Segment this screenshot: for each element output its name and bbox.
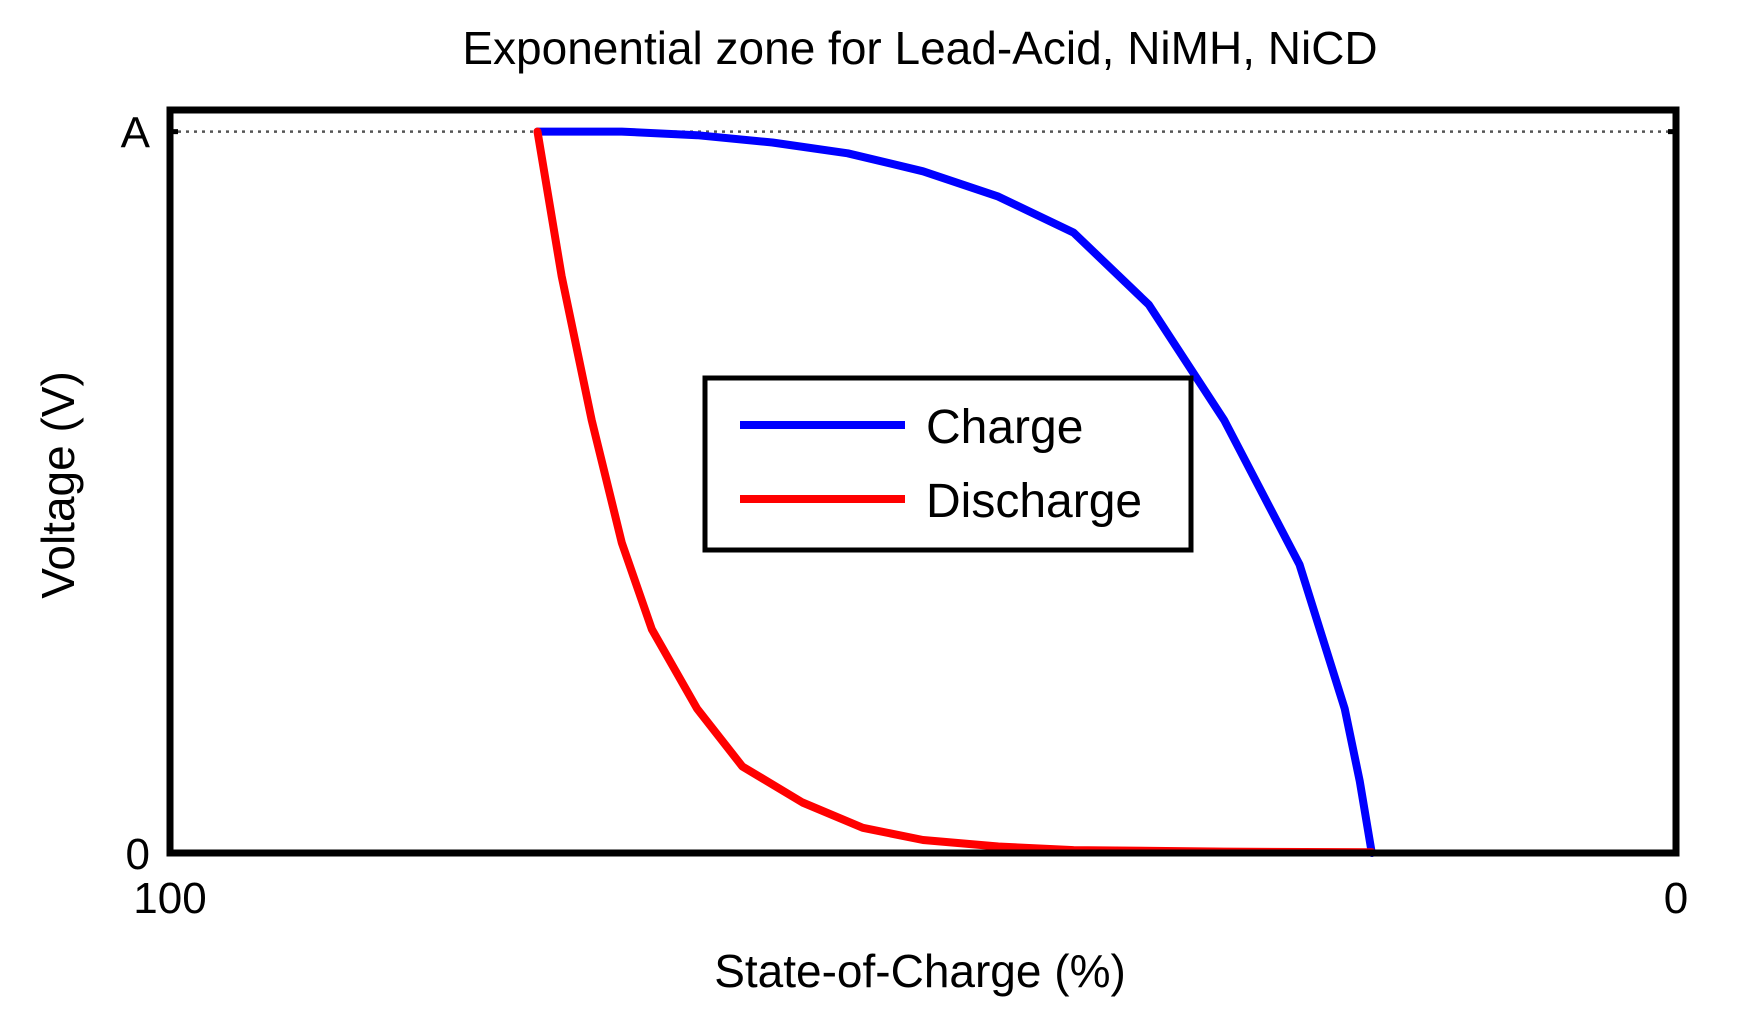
legend-box <box>702 375 1194 553</box>
y-tick-label: 0 <box>126 830 150 879</box>
y-tick-label: A <box>121 109 151 158</box>
x-axis-label: State-of-Charge (%) <box>714 945 1126 997</box>
y-axis-label: Voltage (V) <box>32 371 84 599</box>
series-line-charge <box>533 127 1376 857</box>
axes-frame <box>166 106 1680 857</box>
legend: Charge Discharge <box>702 375 1194 553</box>
plot-area <box>166 106 1680 857</box>
x-tick-label: 100 <box>133 874 206 923</box>
legend-label-charge: Charge <box>926 401 1083 454</box>
x-tick-label: 0 <box>1664 874 1688 923</box>
legend-label-discharge: Discharge <box>926 475 1142 528</box>
chart-title: Exponential zone for Lead-Acid, NiMH, Ni… <box>462 22 1377 74</box>
